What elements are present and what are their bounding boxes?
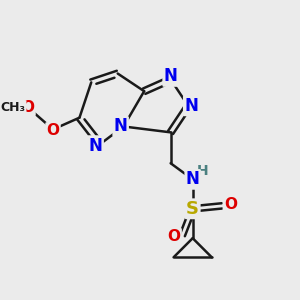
Text: N: N <box>164 68 178 85</box>
Text: O: O <box>224 197 237 212</box>
Text: N: N <box>114 118 128 136</box>
Text: O: O <box>46 123 59 138</box>
Text: H: H <box>197 164 209 178</box>
Text: O: O <box>168 229 181 244</box>
Text: N: N <box>89 136 103 154</box>
Text: S: S <box>186 200 199 218</box>
Text: N: N <box>186 170 200 188</box>
Text: O: O <box>22 100 34 115</box>
Text: N: N <box>184 97 198 115</box>
Text: CH₃: CH₃ <box>1 101 26 114</box>
